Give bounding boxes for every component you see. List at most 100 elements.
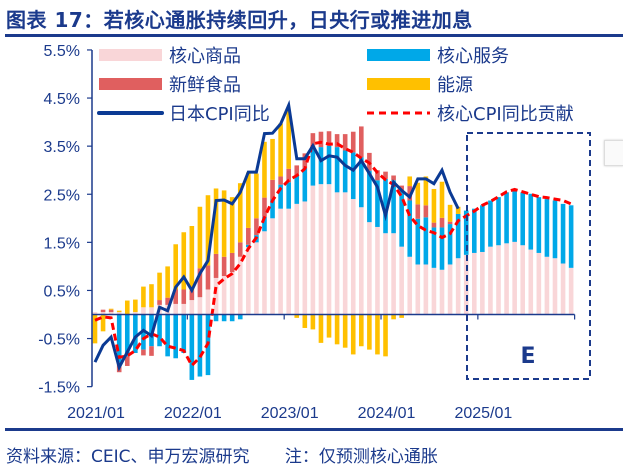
core-goods-bar (463, 254, 469, 315)
fresh-food-bar (262, 197, 267, 217)
legend-swatch (367, 49, 430, 61)
core-services-bar (278, 184, 283, 209)
y-tick-label: 3.5% (44, 139, 80, 156)
legend-japan-cpi: 日本CPI同比 (97, 104, 270, 125)
fresh-food-bar (189, 290, 195, 301)
fresh-food-bar (334, 134, 340, 148)
energy-bar (286, 111, 291, 169)
core-goods-bar (423, 264, 429, 315)
energy-bar (124, 300, 130, 315)
core-services-bar (431, 227, 437, 268)
core-services-bar (536, 197, 542, 253)
fresh-food-bar (423, 205, 429, 218)
core-services-bar (133, 314, 138, 353)
fresh-food-bar (197, 268, 203, 298)
energy-bar (407, 176, 413, 187)
legend-swatch (367, 78, 430, 90)
fresh-food-bar (278, 176, 283, 185)
fresh-food-bar (221, 256, 227, 277)
legend-label: 核心商品 (169, 46, 241, 67)
fresh-food-bar (359, 126, 364, 158)
y-tick-label: 2.5% (44, 187, 80, 204)
core-goods-bar (294, 203, 300, 315)
core-services-bar (334, 147, 340, 193)
fresh-food-bar (350, 131, 356, 153)
core-goods-bar (92, 312, 98, 315)
core-services-bar (173, 314, 178, 359)
fresh-food-bar (181, 289, 187, 304)
core-services-bar (326, 145, 332, 185)
core-services-bar (399, 190, 404, 247)
core-goods-bar (189, 300, 195, 315)
core-goods-bar (342, 192, 348, 315)
core-goods-bar (520, 245, 526, 315)
core-services-bar (455, 213, 461, 259)
energy-bar (455, 206, 461, 214)
energy-bar (92, 314, 98, 344)
energy-bar (149, 284, 154, 308)
core-goods-bar (141, 307, 146, 315)
core-services-bar (407, 200, 413, 257)
core-services-bar (246, 244, 251, 248)
x-tick-label: 2024/01 (358, 405, 416, 422)
energy-bar (294, 314, 300, 318)
x-tick-label: 2021/01 (67, 405, 125, 422)
core-services-bar (544, 199, 550, 257)
energy-bar (100, 314, 106, 332)
core-goods-bar (246, 247, 251, 315)
fresh-food-bar (165, 297, 170, 305)
core-services-bar (520, 192, 526, 246)
core-goods-bar (286, 208, 291, 315)
energy-bar (415, 182, 421, 205)
energy-bar (197, 206, 203, 269)
y-tick-label: 0.5% (44, 283, 80, 300)
title-rule (5, 34, 623, 37)
core-services-bar (165, 314, 170, 357)
y-tick-label: -0.5% (38, 332, 80, 349)
core-goods-bar (229, 272, 235, 315)
core-goods-bar (262, 231, 267, 315)
core-goods-bar (568, 267, 574, 315)
energy-bar (447, 204, 453, 222)
fresh-food-bar (108, 309, 114, 313)
fresh-food-bar (407, 186, 413, 201)
core-goods-bar (504, 243, 509, 315)
fresh-food-bar (415, 204, 421, 219)
fresh-food-bar (141, 349, 146, 356)
fresh-food-bar (318, 131, 324, 148)
core-goods-bar (334, 192, 340, 315)
core-goods-bar (350, 199, 356, 315)
energy-bar (173, 244, 178, 290)
core-goods-bar (205, 289, 211, 315)
fresh-food-bar (124, 356, 130, 366)
core-goods-bar (536, 252, 542, 315)
core-services-bar (181, 314, 187, 353)
fresh-food-bar (270, 179, 275, 200)
energy-bar (302, 314, 308, 328)
source-text: 资料来源：CEIC、申万宏源研究 (6, 447, 250, 467)
energy-bar (350, 314, 356, 355)
core-services-bar (229, 314, 235, 322)
energy-bar (383, 314, 388, 357)
core-services-bar (197, 314, 203, 377)
core-services-bar (359, 157, 364, 208)
core-services-bar (318, 147, 324, 185)
energy-bar (326, 314, 332, 338)
core-goods-bar (471, 252, 477, 315)
core-goods-bar (455, 258, 461, 315)
table-popup-icon[interactable] (604, 140, 623, 166)
fresh-food-bar (399, 185, 404, 191)
core-goods-bar (181, 303, 187, 315)
core-goods-bar (310, 185, 316, 315)
core-services-bar (375, 180, 380, 227)
legend-label: 新鲜食品 (169, 75, 241, 96)
footer: 资料来源：CEIC、申万宏源研究 注：仅预测核心通胀 (6, 442, 438, 467)
core-services-bar (439, 227, 445, 270)
core-goods-bar (447, 264, 453, 315)
core-goods-bar (383, 233, 388, 315)
core-goods-bar (496, 245, 501, 315)
y-tick-label: 4.5% (44, 91, 80, 108)
core-goods-bar (326, 184, 332, 315)
core-services-bar (116, 314, 122, 363)
legend-core-goods: 核心商品 (99, 46, 241, 67)
